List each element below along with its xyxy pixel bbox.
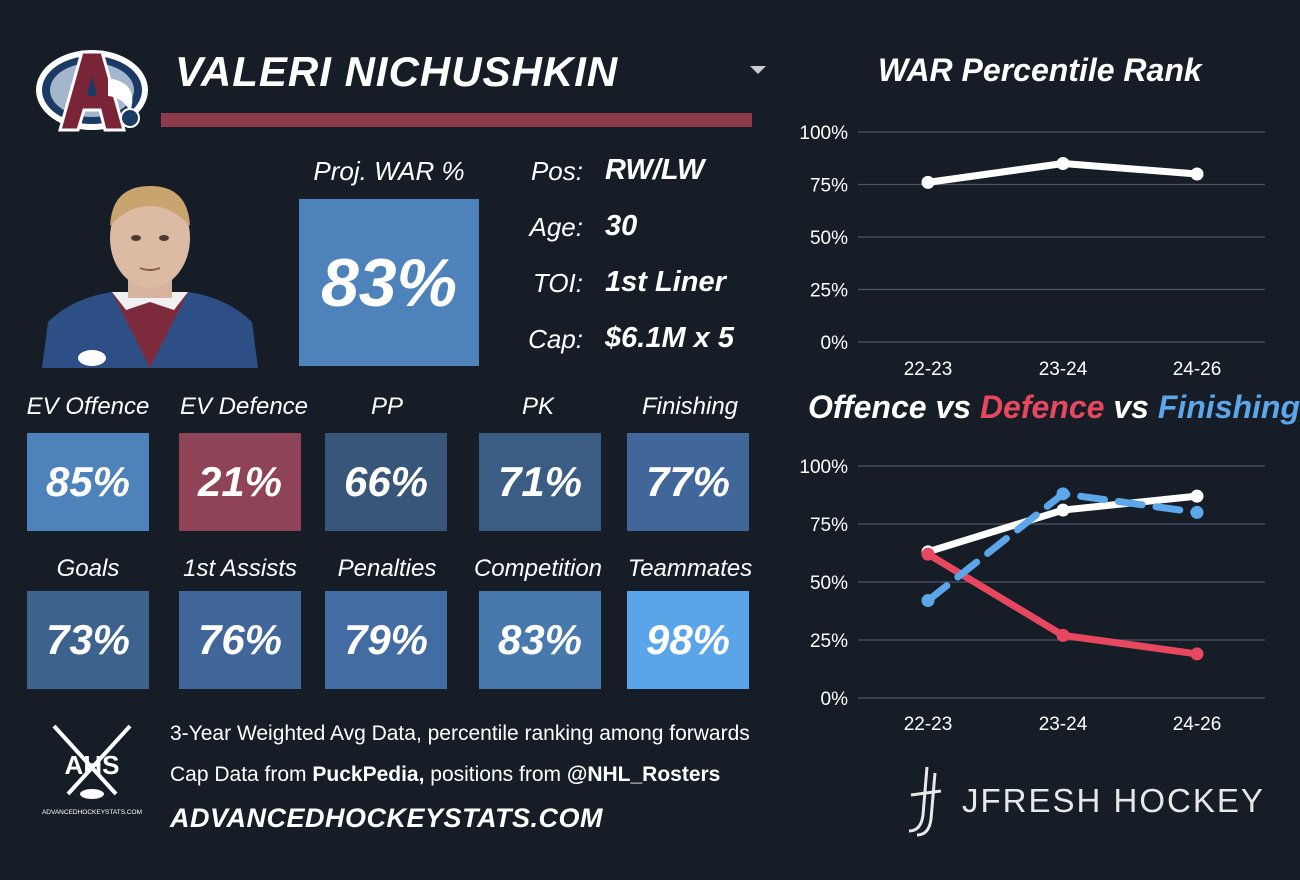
x-tick-label: 23-24: [1039, 359, 1088, 380]
war-percentile-chart: 0% 25% 50% 75% 100% 22-23 23-24 24-26: [799, 123, 1265, 380]
tile-label-finishing: Finishing: [641, 393, 739, 420]
tile-label-pk: PK: [521, 393, 554, 420]
tile-pp: 66%: [325, 433, 447, 531]
tile-goals: 73%: [27, 591, 149, 689]
title-offence: Offence: [808, 389, 927, 425]
x-tick-label: 23-24: [1039, 714, 1088, 735]
tile-value: 83%: [497, 616, 583, 663]
footer-line-2-mid: positions from: [424, 763, 567, 786]
data-point: [921, 594, 935, 608]
jfresh-logo-icon: [908, 766, 942, 837]
tile-label-ev-defence: EV Defence: [179, 393, 309, 420]
tile-value: 77%: [645, 458, 731, 505]
chevron-down-icon[interactable]: [750, 66, 766, 74]
data-point: [1190, 505, 1204, 519]
age-value: 30: [605, 210, 638, 242]
jfresh-brand: JFRESH HOCKEY: [962, 782, 1265, 819]
cap-value: $6.1M x 5: [605, 322, 734, 354]
chart-1-title: WAR Percentile Rank: [878, 52, 1202, 88]
data-point: [921, 547, 935, 561]
player-name: VALERI NICHUSHKIN: [175, 48, 619, 95]
tile-value: 21%: [197, 458, 283, 505]
site-url[interactable]: ADVANCEDHOCKEYSTATS.COM: [170, 803, 604, 833]
ahs-logo-icon: AHS ADVANCEDHOCKEYSTATS.COM: [42, 724, 142, 816]
data-point: [1056, 503, 1070, 517]
tile-teammates: 98%: [627, 591, 749, 689]
x-tick-label: 24-26: [1173, 359, 1222, 380]
data-point: [1056, 157, 1070, 170]
x-tick-label: 22-23: [904, 359, 953, 380]
pos-label: Pos:: [530, 156, 583, 186]
y-tick-label: 50%: [810, 573, 848, 594]
tile-label-penalties: Penalties: [337, 555, 437, 582]
puckpedia-link[interactable]: PuckPedia,: [312, 763, 425, 786]
tile-pk: 71%: [479, 433, 601, 531]
proj-war-box: 83%: [299, 199, 479, 366]
tile-value: 66%: [343, 458, 429, 505]
tile-competition: 83%: [479, 591, 601, 689]
y-tick-label: 100%: [799, 123, 848, 144]
name-accent-bar: [161, 113, 752, 127]
data-point: [1056, 628, 1070, 642]
age-label: Age:: [529, 212, 584, 242]
proj-war-label: Proj. WAR %: [313, 156, 465, 186]
x-tick-label: 22-23: [904, 714, 953, 735]
team-logo-icon: [36, 50, 148, 132]
footer-line-2-pre: Cap Data from: [170, 763, 313, 786]
data-point: [1056, 487, 1070, 501]
tile-1st-assists: 76%: [179, 591, 301, 689]
data-point: [1190, 167, 1204, 181]
tile-label-teammates: Teammates: [627, 555, 753, 582]
data-point: [921, 175, 935, 189]
data-point: [1190, 489, 1204, 503]
y-tick-label: 75%: [810, 176, 848, 197]
tile-penalties: 79%: [325, 591, 447, 689]
title-vs-1: vs: [926, 389, 980, 425]
player-headshot: [42, 186, 258, 368]
tile-label-competition: Competition: [473, 555, 603, 582]
pos-value: RW/LW: [605, 154, 705, 186]
title-vs-2: vs: [1104, 389, 1158, 425]
offence-defence-finishing-chart: 0% 25% 50% 75% 100% 22-23 23-24 24-26: [799, 457, 1265, 735]
tile-finishing: 77%: [627, 433, 749, 531]
tile-value: 76%: [197, 616, 283, 663]
title-finishing: Finishing: [1157, 389, 1300, 425]
ahs-logo-small-text: ADVANCEDHOCKEYSTATS.COM: [42, 809, 142, 816]
y-tick-label: 25%: [810, 631, 848, 652]
y-tick-label: 50%: [810, 228, 848, 249]
data-point: [1190, 647, 1204, 661]
y-tick-label: 75%: [810, 515, 848, 536]
y-tick-label: 25%: [810, 281, 848, 302]
footer-line-2: Cap Data from PuckPedia, positions from …: [170, 763, 720, 787]
tile-label-1st-assists: 1st Assists: [183, 555, 297, 582]
tile-ev-offence: 85%: [27, 433, 149, 531]
ahs-logo-text: AHS: [65, 750, 120, 780]
y-tick-label: 100%: [799, 457, 848, 478]
tile-value: 73%: [45, 616, 131, 663]
cap-label: Cap:: [528, 324, 583, 354]
tile-label-goals: Goals: [56, 555, 120, 582]
tile-value: 79%: [343, 616, 429, 663]
toi-label: TOI:: [532, 268, 583, 298]
nhl-rosters-link[interactable]: @NHL_Rosters: [566, 763, 721, 786]
proj-war-value: 83%: [320, 244, 458, 321]
tile-value: 85%: [45, 458, 131, 505]
chart-2-title: Offence vs Defence vs Finishing: [808, 389, 1300, 426]
tile-value: 71%: [497, 458, 583, 505]
y-tick-label: 0%: [821, 689, 849, 710]
y-tick-label: 0%: [821, 333, 849, 354]
footer-line-1: 3-Year Weighted Avg Data, percentile ran…: [170, 722, 750, 745]
toi-value: 1st Liner: [605, 266, 726, 298]
tile-label-pp: PP: [370, 393, 403, 420]
tile-ev-defence: 21%: [179, 433, 301, 531]
title-defence: Defence: [979, 389, 1105, 425]
x-tick-label: 24-26: [1173, 714, 1222, 735]
tile-label-ev-offence: EV Offence: [26, 393, 150, 420]
tile-value: 98%: [645, 616, 731, 663]
